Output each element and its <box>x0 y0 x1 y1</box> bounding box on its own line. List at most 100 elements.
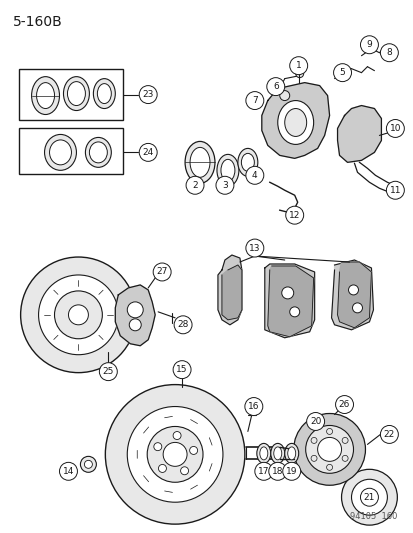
Circle shape <box>335 395 353 414</box>
Circle shape <box>174 316 192 334</box>
Circle shape <box>173 361 190 378</box>
Text: 13: 13 <box>249 244 260 253</box>
Polygon shape <box>331 260 373 330</box>
Circle shape <box>326 464 332 470</box>
Circle shape <box>254 462 272 480</box>
Ellipse shape <box>259 447 267 460</box>
Text: 94105  160: 94105 160 <box>349 512 396 521</box>
Ellipse shape <box>284 443 298 463</box>
Ellipse shape <box>185 141 214 183</box>
Circle shape <box>129 319 141 331</box>
Circle shape <box>310 438 316 443</box>
Circle shape <box>245 92 263 109</box>
Circle shape <box>268 462 286 480</box>
Ellipse shape <box>36 83 55 109</box>
Text: 7: 7 <box>252 96 257 105</box>
Circle shape <box>139 86 157 103</box>
Circle shape <box>348 285 358 295</box>
Ellipse shape <box>273 447 281 460</box>
Circle shape <box>305 425 353 473</box>
Circle shape <box>285 206 303 224</box>
Circle shape <box>341 438 347 443</box>
Bar <box>19 128 123 174</box>
Circle shape <box>216 176 233 194</box>
Text: 6: 6 <box>272 82 278 91</box>
Circle shape <box>147 426 202 482</box>
Circle shape <box>180 467 188 475</box>
Ellipse shape <box>45 134 76 171</box>
Circle shape <box>105 385 244 524</box>
Text: 17: 17 <box>257 467 269 476</box>
Text: 3: 3 <box>221 181 227 190</box>
Text: 21: 21 <box>363 492 374 502</box>
Text: 19: 19 <box>285 467 297 476</box>
Circle shape <box>341 470 396 525</box>
Text: 12: 12 <box>288 211 300 220</box>
Circle shape <box>295 70 303 78</box>
Text: 8: 8 <box>386 48 391 57</box>
Text: 1: 1 <box>295 61 301 70</box>
Circle shape <box>153 263 171 281</box>
Ellipse shape <box>216 155 238 186</box>
Circle shape <box>21 257 136 373</box>
Circle shape <box>189 447 197 455</box>
Ellipse shape <box>270 443 284 463</box>
Ellipse shape <box>50 140 71 165</box>
Circle shape <box>59 462 77 480</box>
Polygon shape <box>337 262 370 328</box>
Circle shape <box>99 362 117 381</box>
Text: 22: 22 <box>383 430 394 439</box>
Circle shape <box>293 414 365 485</box>
Text: 14: 14 <box>63 467 74 476</box>
Circle shape <box>163 442 187 466</box>
Circle shape <box>360 36 377 54</box>
Text: 5: 5 <box>339 68 344 77</box>
Ellipse shape <box>284 109 306 136</box>
Text: 25: 25 <box>102 367 114 376</box>
Polygon shape <box>337 106 380 163</box>
Text: 23: 23 <box>142 90 154 99</box>
Ellipse shape <box>67 82 85 106</box>
Ellipse shape <box>63 77 89 110</box>
Circle shape <box>245 166 263 184</box>
Circle shape <box>385 181 404 199</box>
Circle shape <box>127 407 223 502</box>
Ellipse shape <box>241 154 254 171</box>
Circle shape <box>68 305 88 325</box>
Ellipse shape <box>221 159 234 181</box>
Circle shape <box>154 443 161 451</box>
Ellipse shape <box>287 447 295 460</box>
Circle shape <box>281 287 293 299</box>
Ellipse shape <box>256 443 270 463</box>
Circle shape <box>385 119 404 138</box>
Circle shape <box>266 78 284 95</box>
Circle shape <box>380 44 397 62</box>
Circle shape <box>84 461 92 469</box>
Ellipse shape <box>31 77 59 115</box>
Circle shape <box>185 176 204 194</box>
Circle shape <box>173 432 180 440</box>
Circle shape <box>341 455 347 462</box>
Ellipse shape <box>93 79 115 109</box>
Circle shape <box>317 438 341 462</box>
Ellipse shape <box>237 148 257 176</box>
Text: 18: 18 <box>271 467 283 476</box>
Circle shape <box>80 456 96 472</box>
Polygon shape <box>221 265 241 320</box>
Polygon shape <box>217 255 241 325</box>
Circle shape <box>158 464 166 472</box>
Ellipse shape <box>190 148 209 177</box>
Ellipse shape <box>277 101 313 144</box>
Text: 24: 24 <box>142 148 154 157</box>
Circle shape <box>306 413 324 431</box>
Circle shape <box>279 91 289 101</box>
Text: 26: 26 <box>338 400 349 409</box>
Circle shape <box>310 455 316 462</box>
Circle shape <box>380 425 397 443</box>
Circle shape <box>55 291 102 339</box>
Ellipse shape <box>89 142 107 163</box>
Polygon shape <box>267 266 313 337</box>
Circle shape <box>351 479 387 515</box>
Text: 2: 2 <box>192 181 197 190</box>
Text: 9: 9 <box>366 41 371 49</box>
